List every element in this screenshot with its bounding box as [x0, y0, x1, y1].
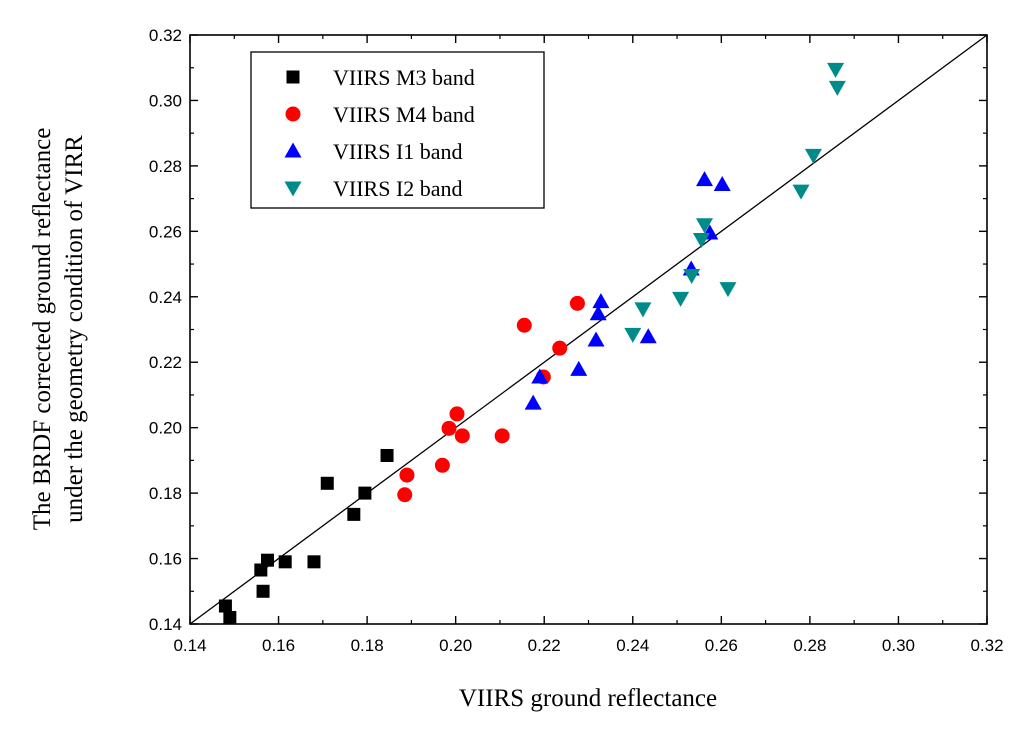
data-point-m3: [256, 584, 270, 598]
data-point-m3: [278, 555, 292, 569]
data-point-m3: [260, 553, 274, 567]
y-axis-title: The BRDF corrected ground reflectance un…: [29, 128, 88, 531]
x-tick-label: 0.30: [882, 636, 915, 655]
legend-marker-i2: [284, 181, 302, 197]
data-point-i2: [804, 148, 822, 164]
data-point-i1: [587, 331, 605, 347]
data-point-i1: [570, 360, 588, 376]
legend: VIIRS M3 band VIIRS M4 band VIIRS I1 band V…: [250, 51, 545, 209]
data-point-m4: [454, 428, 470, 444]
data-point-m4: [441, 420, 457, 436]
data-point-i2: [683, 269, 701, 285]
data-point-m3: [380, 448, 394, 462]
data-point-m4: [516, 317, 532, 333]
data-point-i1: [592, 293, 610, 309]
x-tick-label: 0.22: [528, 636, 561, 655]
data-point-m3: [254, 563, 268, 577]
data-point-i2: [827, 62, 845, 78]
y-tick-label: 0.32: [149, 26, 182, 45]
y-tick-label: 0.14: [149, 615, 182, 634]
x-tick-label: 0.18: [351, 636, 384, 655]
y-axis-title-line-2: under the geometry condition of VIRR: [61, 135, 88, 523]
y-tick-label: 0.26: [149, 222, 182, 241]
data-point-m4: [434, 457, 450, 473]
data-point-m4: [449, 406, 465, 422]
data-point-i1: [589, 305, 607, 321]
data-point-m4: [397, 487, 413, 503]
y-axis-title-line-1: The BRDF corrected ground reflectance: [29, 128, 56, 531]
legend-label-m3: VIIRS M3 band: [333, 65, 475, 90]
y-tick-label: 0.24: [149, 288, 182, 307]
data-point-i1: [531, 368, 549, 384]
data-point-i1: [639, 328, 657, 344]
data-point-m4: [399, 467, 415, 483]
data-point-m4: [569, 295, 585, 311]
data-points: [218, 62, 846, 624]
legend-marker-i1: [284, 142, 302, 158]
axis-ticks: 0.14 0.16 0.18 0.20 0.22 0.24 0.26 0.28 0.30 0.32…: [149, 26, 1004, 655]
data-point-i2: [828, 80, 846, 96]
y-tick-label: 0.16: [149, 550, 182, 569]
legend-label-i2: VIIRS I2 band: [333, 176, 463, 201]
data-point-i2: [634, 302, 652, 318]
x-tick-label: 0.28: [793, 636, 826, 655]
data-point-i2: [624, 327, 642, 343]
data-point-i1: [713, 176, 731, 192]
data-point-i2: [672, 291, 690, 307]
x-tick-label: 0.26: [705, 636, 738, 655]
x-axis-title: VIIRS ground reflectance: [459, 685, 717, 712]
data-point-i2: [719, 282, 737, 298]
data-point-i1: [524, 394, 542, 410]
data-point-m4: [494, 428, 510, 444]
x-tick-label: 0.32: [970, 636, 1003, 655]
data-point-m4: [552, 340, 568, 356]
data-point-i2: [696, 218, 714, 234]
reference-line-group: [189, 34, 988, 625]
x-tick-label: 0.20: [439, 636, 472, 655]
data-point-m3: [358, 486, 372, 500]
y-tick-label: 0.20: [149, 419, 182, 438]
data-point-i2: [792, 184, 810, 200]
data-point-m3: [223, 610, 237, 624]
data-point-m3: [307, 555, 321, 569]
y-tick-label: 0.30: [149, 91, 182, 110]
x-tick-label: 0.16: [262, 636, 295, 655]
legend-marker-m3: [286, 70, 300, 84]
y-tick-label: 0.18: [149, 484, 182, 503]
legend-marker-m4: [285, 106, 301, 122]
data-point-i2: [692, 233, 710, 249]
data-point-m3: [347, 507, 361, 521]
legend-label-i1: VIIRS I1 band: [333, 139, 463, 164]
y-tick-label: 0.22: [149, 353, 182, 372]
legend-label-m4: VIIRS M4 band: [333, 102, 475, 127]
y-tick-label: 0.28: [149, 157, 182, 176]
data-point-i1: [696, 171, 714, 187]
x-tick-label: 0.24: [616, 636, 649, 655]
data-point-m3: [218, 599, 232, 613]
data-point-m3: [320, 476, 334, 490]
reference-line: [189, 34, 988, 625]
x-tick-label: 0.14: [173, 636, 206, 655]
